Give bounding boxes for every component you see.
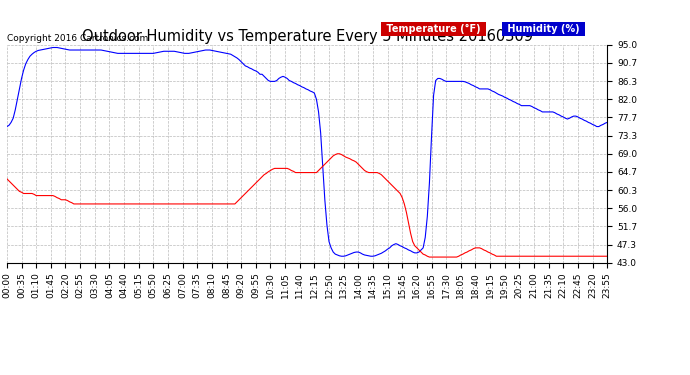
Text: Copyright 2016 Cartronics.com: Copyright 2016 Cartronics.com xyxy=(7,34,148,43)
Title: Outdoor Humidity vs Temperature Every 5 Minutes 20160309: Outdoor Humidity vs Temperature Every 5 … xyxy=(81,29,533,44)
Text: Temperature (°F): Temperature (°F) xyxy=(383,24,484,34)
Text: Humidity (%): Humidity (%) xyxy=(504,24,582,34)
